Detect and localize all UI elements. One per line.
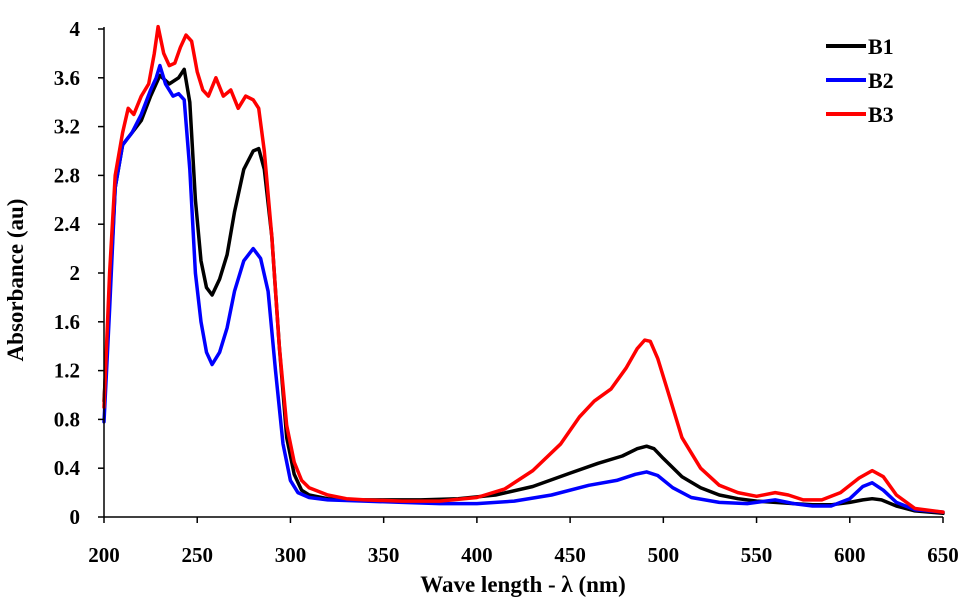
y-axis-ticks: 0 0.4 0.8 1.2 1.6 2 2.4 2.8 3.2 3.6 4 <box>54 17 104 529</box>
y-tick-label: 3.2 <box>54 115 80 139</box>
y-tick-label: 4 <box>70 17 81 41</box>
y-tick-label: 0.4 <box>54 456 81 480</box>
x-tick-label: 650 <box>927 543 959 567</box>
x-axis-title: Wave length - λ (nm) <box>420 572 626 597</box>
x-axis-ticks: 200 250 300 350 400 450 500 550 600 650 <box>88 517 959 567</box>
y-tick-label: 1.2 <box>54 359 80 383</box>
x-tick-label: 350 <box>368 543 400 567</box>
y-tick-label: 2.4 <box>54 212 81 236</box>
legend-label-b1: B1 <box>868 34 894 59</box>
y-tick-label: 1.6 <box>54 310 80 334</box>
y-tick-label: 3.6 <box>54 66 80 90</box>
series-line-b3 <box>102 24 945 514</box>
series-line-b1 <box>102 67 945 516</box>
y-tick-label: 0.8 <box>54 407 80 431</box>
legend: B1 B2 B3 <box>826 34 894 127</box>
x-tick-label: 550 <box>741 543 773 567</box>
y-axis-title: Absorbance (au) <box>3 199 28 362</box>
series-lines <box>102 24 945 516</box>
y-tick-label: 0 <box>70 505 81 529</box>
x-tick-label: 400 <box>461 543 493 567</box>
y-tick-label: 2 <box>70 261 81 285</box>
y-tick-label: 2.8 <box>54 163 80 187</box>
x-tick-label: 250 <box>181 543 213 567</box>
x-tick-label: 500 <box>648 543 680 567</box>
x-tick-label: 200 <box>88 543 120 567</box>
legend-label-b2: B2 <box>868 68 894 93</box>
legend-label-b3: B3 <box>868 102 894 127</box>
x-tick-label: 450 <box>554 543 586 567</box>
series-line-b2 <box>102 63 945 514</box>
x-tick-label: 300 <box>275 543 307 567</box>
x-tick-label: 600 <box>834 543 866 567</box>
axes <box>103 27 943 518</box>
